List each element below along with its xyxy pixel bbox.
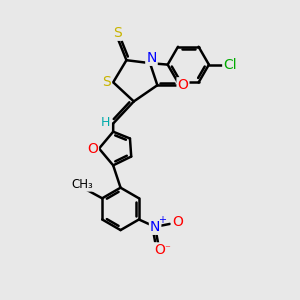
Text: O: O xyxy=(154,243,165,257)
Text: N: N xyxy=(150,220,160,234)
Text: ⁻: ⁻ xyxy=(164,244,170,254)
Text: O: O xyxy=(87,142,98,155)
Text: N: N xyxy=(146,51,157,65)
Text: S: S xyxy=(102,75,111,89)
Text: +: + xyxy=(158,215,166,225)
Text: S: S xyxy=(113,26,122,40)
Text: O: O xyxy=(178,78,188,92)
Text: H: H xyxy=(100,116,110,128)
Text: CH₃: CH₃ xyxy=(72,178,93,191)
Text: O: O xyxy=(172,215,183,230)
Text: Cl: Cl xyxy=(223,58,237,72)
